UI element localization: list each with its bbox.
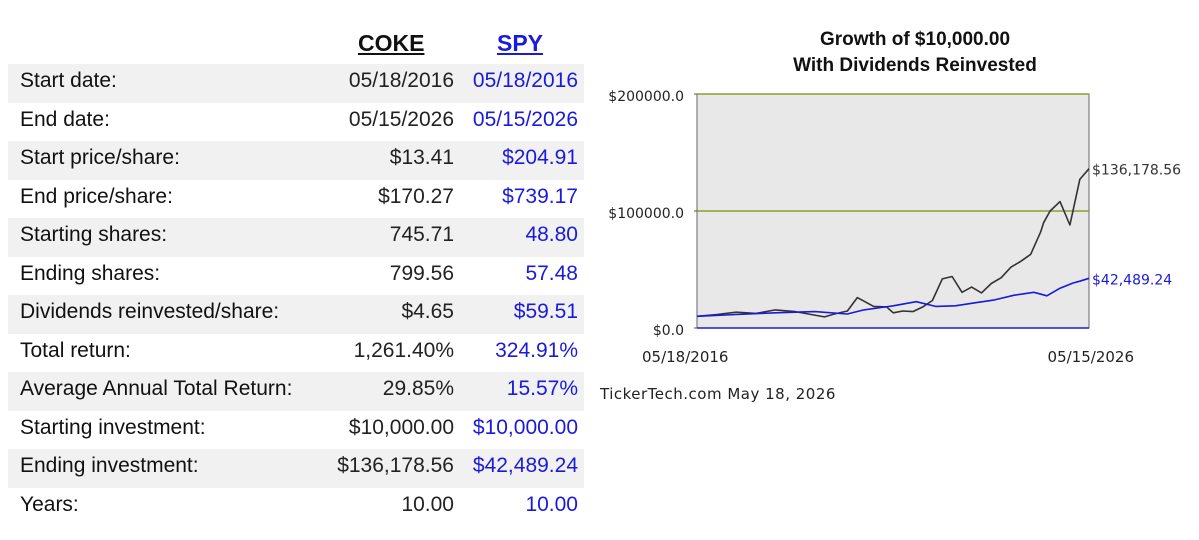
- table-row: Start date: 05/18/2016 05/18/2016: [8, 64, 584, 103]
- table-row: Years: 10.00 10.00: [8, 488, 584, 527]
- y-tick-label: $200000.0: [608, 89, 684, 105]
- coke-value: 745.71: [389, 223, 454, 246]
- coke-value: $170.27: [378, 184, 454, 208]
- spy-value: 10.00: [525, 492, 578, 516]
- row-label: End price/share:: [20, 184, 173, 208]
- coke-value: 799.56: [389, 261, 454, 285]
- coke-value: $4.65: [401, 300, 454, 323]
- source-credit: TickerTech.com May 18, 2026: [600, 385, 836, 403]
- comparison-table: Start date: 05/18/2016 05/18/2016 End date:…: [8, 64, 584, 526]
- spy-value: 57.48: [525, 261, 578, 285]
- coke-value: 29.85%: [382, 377, 454, 400]
- row-label: Starting investment:: [20, 415, 206, 439]
- row-label: Start date:: [20, 69, 117, 92]
- chart-title-line1: Growth of $10,000.00: [819, 29, 1011, 50]
- spy-value: 05/15/2026: [472, 107, 578, 131]
- table-row: Ending investment: $136,178.56 $42,489.24: [8, 449, 584, 488]
- spy-value: 05/18/2016: [472, 69, 578, 92]
- row-label: Ending shares:: [20, 261, 161, 285]
- growth-chart: $200000.0 $100000.0 $0.0 05/18/2016 05/15/20…: [608, 89, 1181, 366]
- spy-ticker-link[interactable]: SPY: [497, 30, 544, 56]
- coke-value: $13.41: [389, 146, 454, 169]
- row-label: Total return:: [20, 338, 131, 362]
- row-label: Dividends reinvested/share:: [20, 300, 280, 323]
- table-row: Average Annual Total Return: 29.85% 15.57%: [8, 372, 584, 411]
- coke-value: 05/18/2016: [348, 69, 454, 92]
- spy-value: $739.17: [502, 184, 578, 208]
- table-row: Starting shares: 745.71 48.80: [8, 218, 584, 257]
- coke-value: 10.00: [401, 492, 454, 516]
- spy-value: 15.57%: [506, 377, 578, 400]
- coke-value: 05/15/2026: [348, 107, 454, 131]
- spy-value: $59.51: [513, 300, 578, 323]
- row-label: Start price/share:: [20, 146, 180, 169]
- table-row: Start price/share: $13.41 $204.91: [8, 141, 584, 180]
- row-label: Average Annual Total Return:: [20, 377, 293, 400]
- series-end-label: $42,489.24: [1092, 272, 1172, 288]
- spy-value: 324.91%: [495, 338, 578, 362]
- spy-value: 48.80: [525, 223, 578, 246]
- chart-title-line2: With Dividends Reinvested: [793, 55, 1037, 76]
- spy-value: $10,000.00: [472, 415, 578, 439]
- x-tick-label: 05/18/2016: [642, 348, 728, 366]
- coke-line: [696, 168, 1090, 318]
- coke-value: $136,178.56: [337, 454, 454, 477]
- table-row: End price/share: $170.27 $739.17: [8, 180, 584, 219]
- table-row: End date: 05/15/2026 05/15/2026: [8, 103, 584, 142]
- spy-value: $204.91: [502, 146, 578, 169]
- x-tick-label: 05/15/2026: [1048, 348, 1134, 366]
- table-row: Total return: 1,261.40% 324.91%: [8, 334, 584, 373]
- coke-ticker-link[interactable]: COKE: [358, 30, 425, 56]
- row-label: Years:: [20, 492, 79, 516]
- series-end-label: $136,178.56: [1092, 163, 1181, 179]
- spy-value: $42,489.24: [472, 454, 578, 477]
- row-label: Ending investment:: [20, 454, 199, 477]
- coke-value: 1,261.40%: [353, 338, 454, 362]
- row-label: Starting shares:: [20, 223, 168, 246]
- table-row: Dividends reinvested/share: $4.65 $59.51: [8, 295, 584, 334]
- y-tick-label: $100000.0: [608, 206, 684, 222]
- row-label: End date:: [20, 107, 110, 131]
- table-row: Ending shares: 799.56 57.48: [8, 257, 584, 296]
- coke-value: $10,000.00: [348, 415, 454, 439]
- spy-line: [696, 277, 1090, 318]
- y-tick-label: $0.0: [653, 323, 684, 339]
- table-row: Starting investment: $10,000.00 $10,000.00: [8, 411, 584, 450]
